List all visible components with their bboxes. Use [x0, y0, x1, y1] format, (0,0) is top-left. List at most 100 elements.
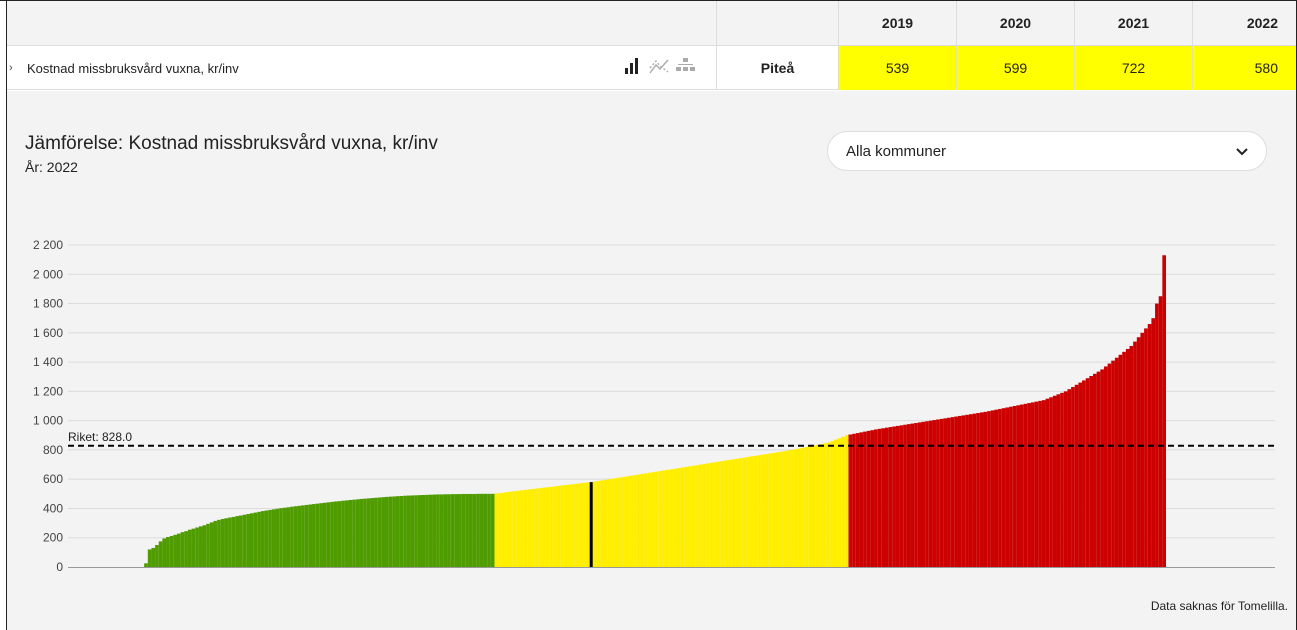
bar[interactable]	[582, 482, 586, 567]
bar[interactable]	[1129, 345, 1134, 567]
bar[interactable]	[987, 411, 991, 567]
bar[interactable]	[213, 520, 218, 567]
bar[interactable]	[476, 493, 480, 567]
bar[interactable]	[1158, 296, 1163, 567]
bar[interactable]	[877, 428, 882, 567]
bar[interactable]	[363, 498, 367, 567]
bar[interactable]	[425, 494, 429, 567]
bar[interactable]	[1045, 398, 1050, 567]
bar[interactable]	[1125, 348, 1130, 567]
bar[interactable]	[552, 486, 557, 567]
bar[interactable]	[560, 485, 564, 567]
bar[interactable]	[301, 505, 305, 567]
bar[interactable]	[954, 416, 958, 567]
bar[interactable]	[326, 502, 331, 567]
bar[interactable]	[286, 507, 291, 567]
bar[interactable]	[228, 517, 232, 567]
bar[interactable]	[837, 438, 842, 567]
bar[interactable]	[436, 494, 440, 567]
bar[interactable]	[972, 413, 977, 567]
bar[interactable]	[330, 501, 334, 567]
bar[interactable]	[662, 470, 667, 567]
bar[interactable]	[176, 533, 181, 567]
bar[interactable]	[191, 528, 196, 567]
bar[interactable]	[337, 501, 342, 567]
bar[interactable]	[395, 496, 400, 567]
bar[interactable]	[344, 500, 349, 567]
bar[interactable]	[512, 491, 517, 567]
bar[interactable]	[352, 499, 356, 567]
bar[interactable]	[173, 534, 177, 567]
bar[interactable]	[848, 434, 853, 567]
bar[interactable]	[239, 515, 243, 567]
bar[interactable]	[870, 430, 875, 567]
bar[interactable]	[903, 424, 907, 567]
bar[interactable]	[1122, 351, 1126, 567]
bar[interactable]	[593, 481, 597, 567]
bar[interactable]	[819, 444, 823, 567]
bar[interactable]	[655, 471, 659, 567]
bar[interactable]	[640, 473, 645, 567]
bar[interactable]	[1016, 405, 1021, 567]
bar[interactable]	[698, 464, 703, 567]
bar[interactable]	[184, 531, 188, 567]
bar[interactable]	[410, 495, 415, 567]
bar[interactable]	[1151, 318, 1156, 567]
bar[interactable]	[359, 498, 364, 567]
bar[interactable]	[333, 501, 338, 567]
bar[interactable]	[779, 451, 783, 567]
bar[interactable]	[822, 443, 827, 567]
bar[interactable]	[417, 495, 422, 567]
bar[interactable]	[487, 493, 491, 567]
municipality-filter-dropdown[interactable]: Alla kommuner	[827, 131, 1267, 171]
bar[interactable]	[534, 488, 539, 567]
bar[interactable]	[374, 497, 378, 567]
bar[interactable]	[1093, 373, 1097, 567]
bar[interactable]	[695, 465, 699, 567]
bar[interactable]	[220, 518, 225, 567]
bar[interactable]	[1027, 403, 1031, 567]
bar[interactable]	[961, 415, 966, 567]
bar[interactable]	[742, 457, 747, 567]
bar[interactable]	[666, 469, 670, 567]
bar[interactable]	[516, 490, 521, 567]
bar[interactable]	[461, 493, 466, 567]
bar[interactable]	[279, 508, 283, 567]
bar[interactable]	[1067, 389, 1072, 567]
bar[interactable]	[319, 503, 323, 567]
bar[interactable]	[888, 427, 893, 567]
bar[interactable]	[844, 435, 849, 567]
bar[interactable]	[1023, 403, 1028, 567]
bar[interactable]	[939, 418, 944, 567]
bar[interactable]	[450, 494, 455, 567]
bar[interactable]	[253, 512, 258, 567]
bar[interactable]	[647, 472, 652, 567]
bar[interactable]	[578, 483, 583, 567]
bar[interactable]	[465, 493, 469, 567]
bar[interactable]	[863, 431, 867, 567]
bar[interactable]	[917, 422, 922, 567]
bar[interactable]	[914, 422, 918, 567]
bar[interactable]	[158, 541, 163, 567]
bar[interactable]	[1030, 402, 1035, 567]
bar[interactable]	[841, 436, 845, 567]
bar[interactable]	[804, 446, 809, 567]
bar[interactable]	[472, 493, 477, 567]
bar[interactable]	[304, 504, 309, 567]
bar[interactable]	[155, 545, 159, 567]
bar[interactable]	[768, 453, 772, 567]
bar[interactable]	[658, 470, 663, 567]
bar[interactable]	[1111, 360, 1115, 567]
bar[interactable]	[162, 538, 167, 567]
bar[interactable]	[1063, 391, 1068, 567]
bar[interactable]	[381, 497, 386, 567]
bar[interactable]	[764, 454, 769, 567]
bar[interactable]	[1001, 408, 1006, 567]
bar[interactable]	[1118, 354, 1123, 567]
bar[interactable]	[1060, 392, 1064, 567]
bar[interactable]	[523, 489, 528, 567]
bar[interactable]	[866, 430, 871, 567]
bar[interactable]	[607, 479, 612, 567]
bar[interactable]	[706, 463, 710, 567]
bar[interactable]	[443, 494, 448, 567]
